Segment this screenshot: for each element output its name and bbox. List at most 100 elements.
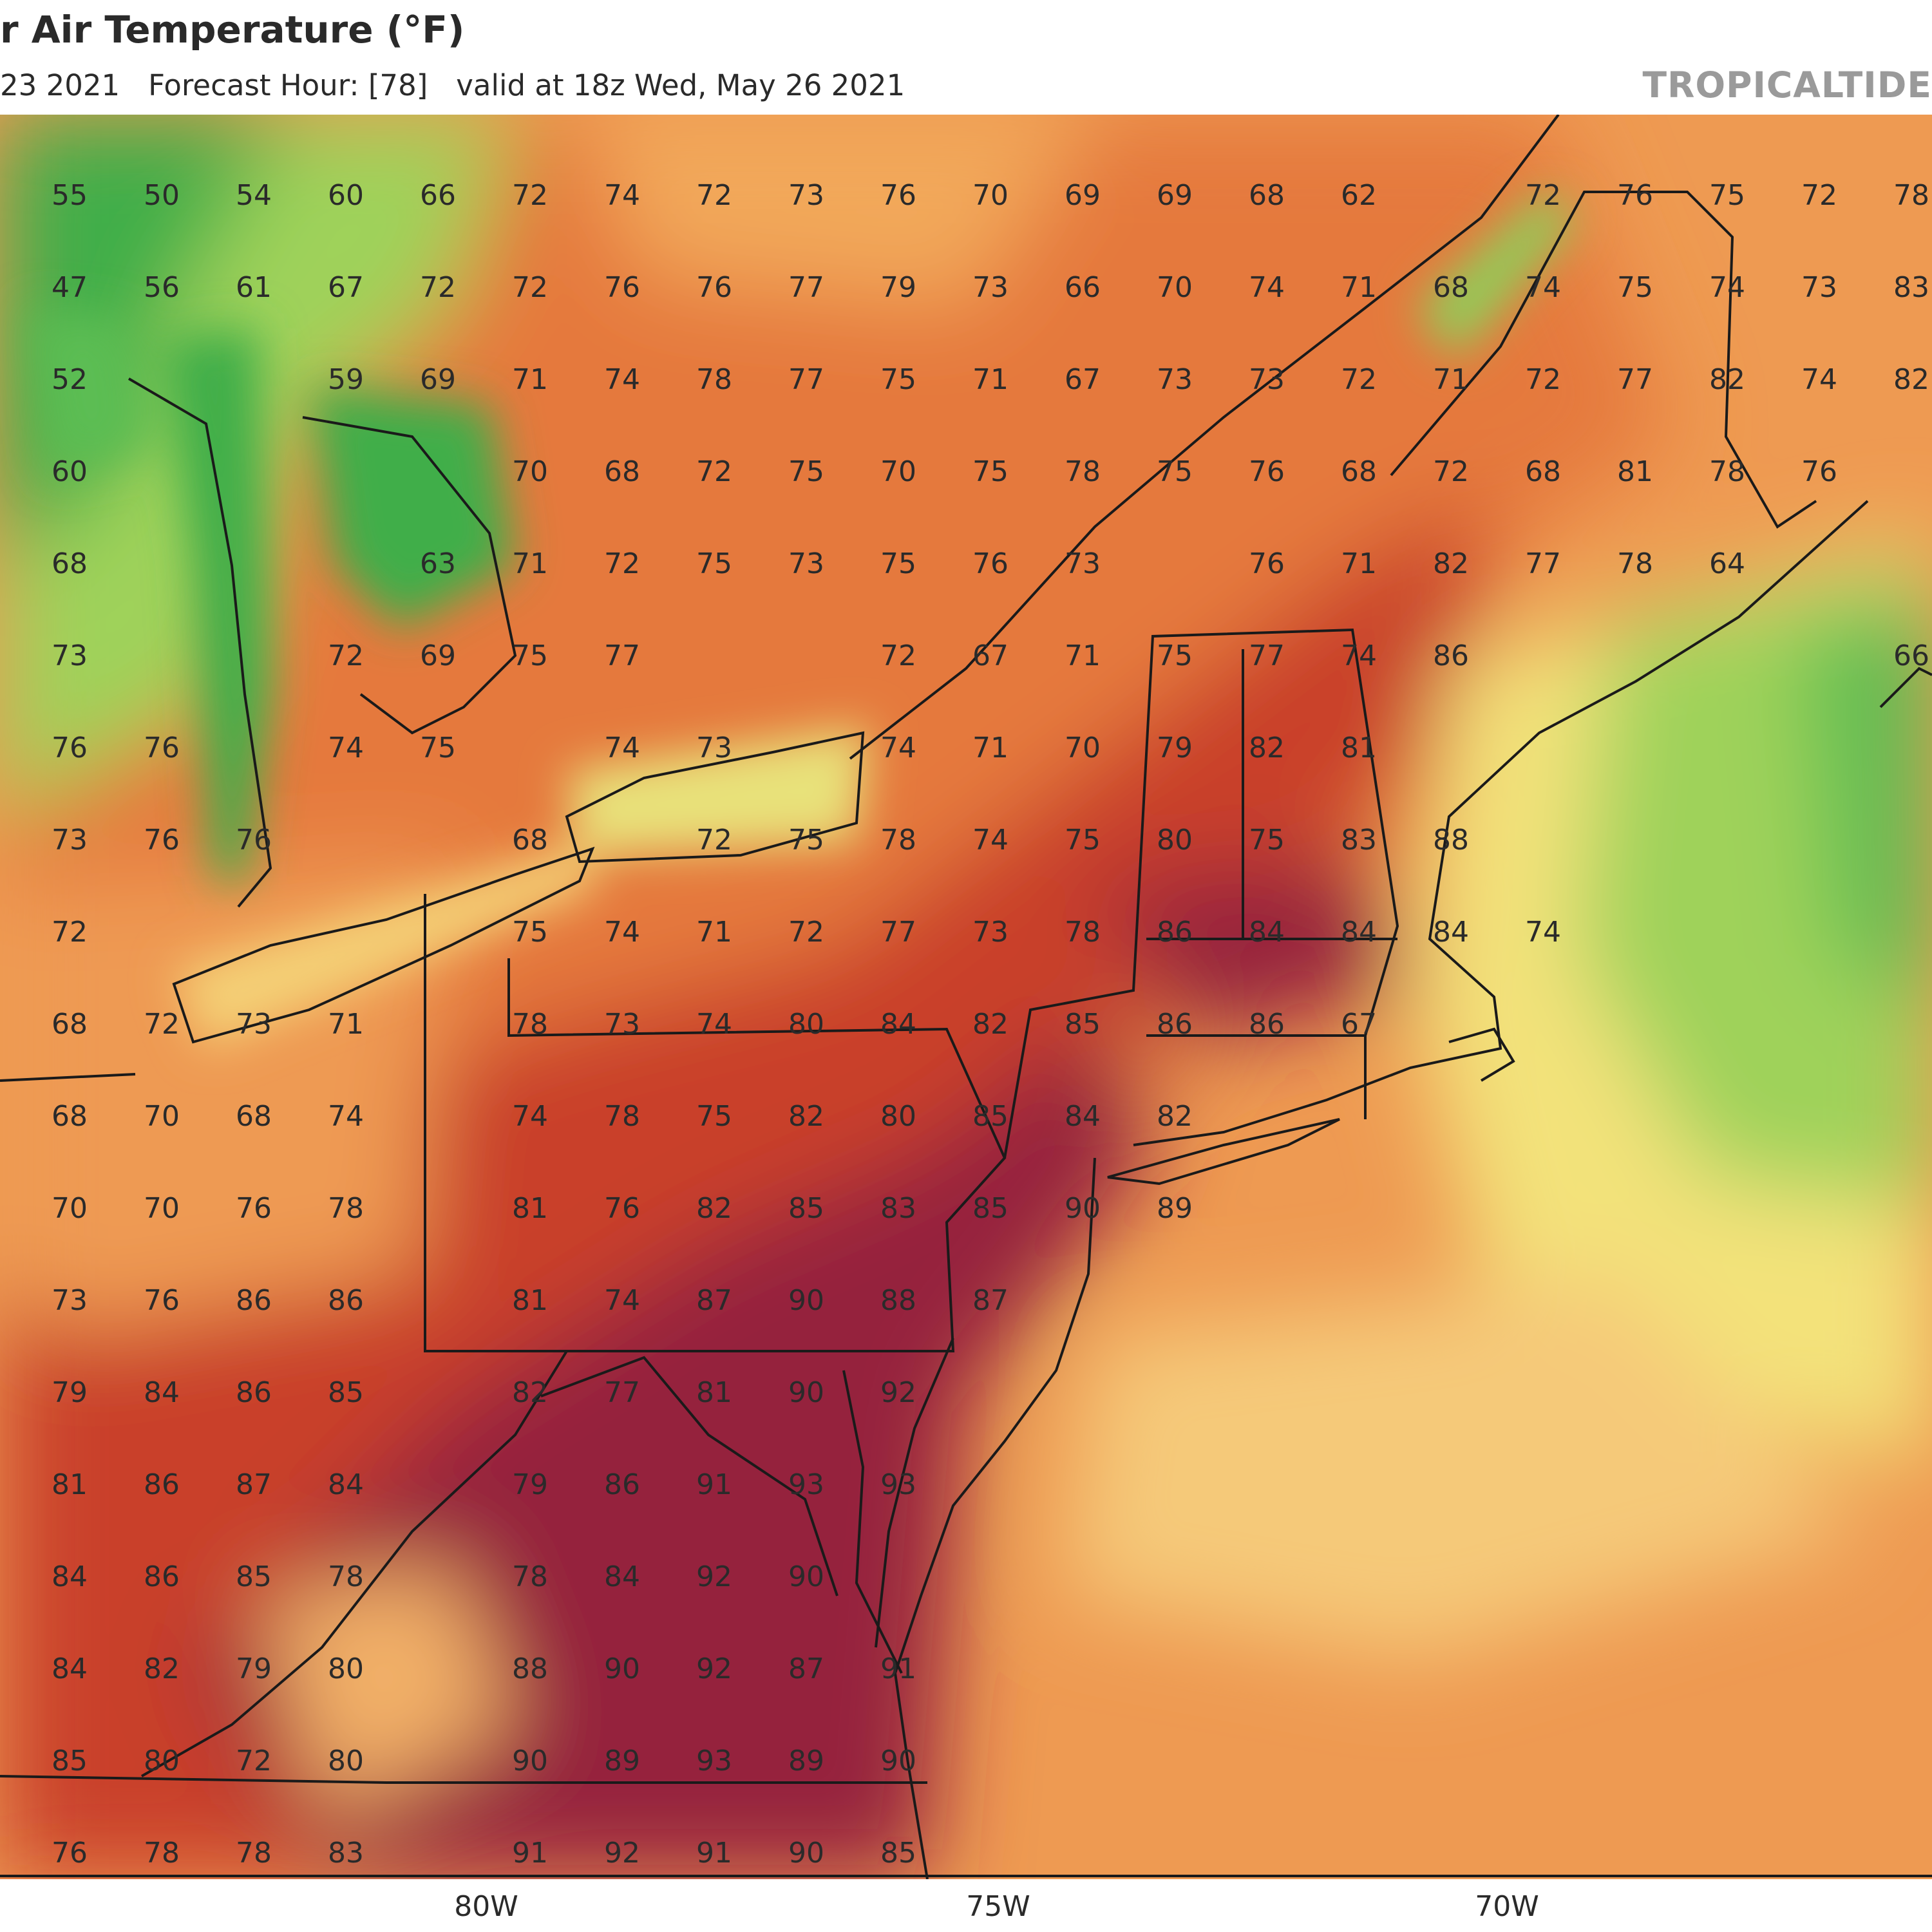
new-york-border	[1003, 628, 1399, 1159]
temperature-value: 73	[1157, 363, 1193, 396]
temperature-value: 86	[1249, 1008, 1285, 1041]
temperature-value: 87	[236, 1468, 272, 1501]
temperature-value: 55	[52, 179, 88, 212]
temperature-value: 74	[328, 1100, 364, 1133]
temperature-value: 73	[1249, 363, 1285, 396]
temperature-value: 74	[512, 1100, 548, 1133]
temperature-value: 74	[696, 1008, 732, 1041]
temperature-value: 79	[1157, 732, 1193, 764]
temperature-value: 75	[972, 455, 1009, 488]
temperature-value: 74	[604, 1284, 640, 1317]
temperature-value: 87	[788, 1653, 824, 1685]
temperature-value: 91	[696, 1468, 732, 1501]
potomac-outline	[540, 1356, 838, 1596]
temperature-value: 67	[1065, 363, 1101, 396]
temperature-value: 72	[1341, 363, 1377, 396]
temperature-value: 74	[1525, 271, 1561, 304]
temperature-value: 68	[512, 824, 548, 857]
temperature-value: 78	[1617, 547, 1653, 580]
temperature-value: 74	[604, 179, 640, 212]
temperature-value: 75	[1157, 455, 1193, 488]
temperature-value: 67	[972, 639, 1009, 672]
temperature-value: 90	[788, 1560, 824, 1593]
temperature-value: 73	[52, 824, 88, 857]
temperature-value: 89	[604, 1745, 640, 1777]
temperature-value: 68	[236, 1100, 272, 1133]
temperature-value: 75	[696, 547, 732, 580]
temperature-value: 85	[972, 1192, 1009, 1225]
temperature-value: 76	[52, 1837, 88, 1870]
temperature-value: 84	[604, 1560, 640, 1593]
temperature-value: 81	[1617, 455, 1653, 488]
temperature-value: 71	[512, 547, 548, 580]
temperature-value: 78	[696, 363, 732, 396]
connecticut-border	[1146, 1034, 1367, 1119]
map-subtitle: 23 2021 Forecast Hour: [78] valid at 18z W…	[0, 68, 905, 102]
temperature-value: 76	[604, 1192, 640, 1225]
temperature-value: 60	[328, 179, 364, 212]
run-date: 23 2021	[0, 68, 120, 102]
temperature-value: 78	[512, 1008, 548, 1041]
temperature-value: 81	[512, 1284, 548, 1317]
temperature-value: 82	[1893, 363, 1929, 396]
temperature-value: 68	[52, 1008, 88, 1041]
temperature-value: 67	[1341, 1008, 1377, 1041]
temperature-value: 85	[788, 1192, 824, 1225]
temperature-value: 73	[1065, 547, 1101, 580]
temperature-value: 74	[604, 732, 640, 764]
temperature-value: 54	[236, 179, 272, 212]
temperature-value: 70	[144, 1100, 180, 1133]
temperature-value: 86	[1157, 1008, 1193, 1041]
temperature-value: 72	[1525, 363, 1561, 396]
temperature-value: 85	[1065, 1008, 1101, 1041]
temperature-value: 84	[1249, 916, 1285, 949]
temperature-value: 70	[880, 455, 916, 488]
st-lawrence-outline	[849, 115, 1560, 760]
temperature-value: 66	[1893, 639, 1929, 672]
temperature-value: 75	[512, 916, 548, 949]
new-england-coast	[1133, 500, 1869, 1146]
temperature-value: 72	[236, 1745, 272, 1777]
temperature-value: 76	[972, 547, 1009, 580]
temperature-value: 83	[1341, 824, 1377, 857]
temperature-value: 84	[52, 1653, 88, 1685]
temperature-value: 71	[1341, 547, 1377, 580]
temperature-value: 77	[880, 916, 916, 949]
temperature-value: 66	[420, 179, 456, 212]
temperature-value: 86	[236, 1376, 272, 1409]
temperature-value: 72	[144, 1008, 180, 1041]
temperature-value: 68	[1525, 455, 1561, 488]
temperature-value: 80	[144, 1745, 180, 1777]
temperature-value: 76	[52, 732, 88, 764]
temperature-value: 81	[696, 1376, 732, 1409]
temperature-value: 86	[1157, 916, 1193, 949]
temperature-value: 76	[1249, 547, 1285, 580]
temperature-value: 93	[880, 1468, 916, 1501]
temperature-value: 66	[1065, 271, 1101, 304]
temperature-value: 78	[604, 1100, 640, 1133]
temperature-value: 90	[512, 1745, 548, 1777]
temperature-value: 76	[236, 824, 272, 857]
temperature-value: 90	[604, 1653, 640, 1685]
temperature-value: 82	[512, 1376, 548, 1409]
temperature-value: 85	[880, 1837, 916, 1870]
mid-atlantic-coast	[893, 1157, 1096, 1879]
temperature-value: 81	[512, 1192, 548, 1225]
temperature-value: 74	[1341, 639, 1377, 672]
temperature-value: 74	[604, 363, 640, 396]
temperature-value: 78	[512, 1560, 548, 1593]
temperature-value: 75	[788, 824, 824, 857]
temperature-value: 69	[420, 639, 456, 672]
temperature-value: 83	[328, 1837, 364, 1870]
temperature-value: 77	[1617, 363, 1653, 396]
temperature-value: 77	[1525, 547, 1561, 580]
temperature-value: 72	[880, 639, 916, 672]
temperature-value: 81	[52, 1468, 88, 1501]
temperature-value: 92	[696, 1653, 732, 1685]
temperature-value: 71	[512, 363, 548, 396]
temperature-map[interactable]: 55 50 54 60 66 72 74 72 73 76 70 69 69 68 62 72 76 75 72 78…	[0, 115, 1932, 1879]
temperature-value: 72	[512, 179, 548, 212]
temperature-value: 75	[696, 1100, 732, 1133]
temperature-value: 84	[880, 1008, 916, 1041]
temperature-value: 85	[972, 1100, 1009, 1133]
